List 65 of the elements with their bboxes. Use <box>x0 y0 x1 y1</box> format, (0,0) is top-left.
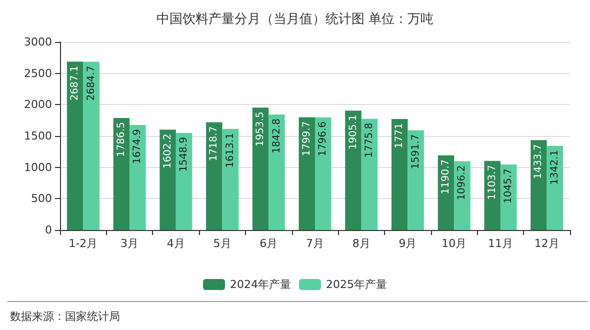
data-label: 1548.9 <box>178 136 190 172</box>
chart-title: 中国饮料产量分月（当月值）统计图 单位：万吨 <box>156 12 434 27</box>
bar <box>408 130 424 230</box>
data-label: 1190.7 <box>440 159 452 194</box>
x-tick-label: 1-2月 <box>68 237 98 250</box>
x-tick-label: 3月 <box>120 237 139 250</box>
x-tick-label: 9月 <box>398 237 417 250</box>
data-label: 1842.8 <box>271 118 282 154</box>
bar <box>530 140 547 230</box>
legend-label: 2025年产量 <box>326 278 387 291</box>
bar <box>298 117 315 230</box>
bar <box>206 122 222 230</box>
data-label: 1591.7 <box>410 134 422 170</box>
x-tick-label: 12月 <box>534 237 560 250</box>
bar <box>361 118 378 230</box>
y-tick-label: 2500 <box>24 66 52 80</box>
x-tick-label: 7月 <box>306 237 324 250</box>
data-label: 1775.8 <box>364 122 375 158</box>
data-label: 1905.1 <box>348 114 359 150</box>
bar <box>268 114 285 230</box>
y-tick-label: 1500 <box>24 130 52 142</box>
bar <box>113 118 130 230</box>
data-label: 1718.7 <box>208 126 220 162</box>
bar <box>454 161 470 230</box>
data-label: 1799.7 <box>301 121 312 156</box>
y-tick-label: 3000 <box>24 36 52 48</box>
bar <box>160 130 176 230</box>
source-note: 数据来源：国家统计局 <box>10 310 120 323</box>
bar <box>252 108 269 230</box>
data-label: 1674.9 <box>132 129 144 164</box>
bar <box>66 62 84 230</box>
data-label: 1771 <box>394 123 406 148</box>
bar <box>222 128 238 230</box>
x-tick-label: 4月 <box>166 237 185 250</box>
data-label: 1602.2 <box>162 134 174 169</box>
x-tick-label: 5月 <box>213 237 232 250</box>
y-tick-label: 1000 <box>24 160 52 174</box>
y-tick-label: 2000 <box>24 98 52 112</box>
x-tick-label: 11月 <box>488 237 513 250</box>
y-tick-label: 0 <box>45 224 52 236</box>
data-label: 1342.1 <box>549 150 560 185</box>
x-tick-label: 8月 <box>352 237 370 250</box>
data-label: 1045.7 <box>503 168 514 204</box>
bar <box>345 110 362 230</box>
bar <box>315 117 332 230</box>
bar <box>176 132 192 230</box>
data-label: 1433.7 <box>533 144 544 180</box>
x-tick-label: 10月 <box>442 237 467 250</box>
bar <box>130 125 146 230</box>
legend-label: 2024年产量 <box>230 278 292 291</box>
bar <box>83 62 100 230</box>
data-label: 1096.2 <box>456 165 468 200</box>
data-label: 2687.1 <box>70 66 81 101</box>
bar <box>392 119 408 230</box>
data-label: 1796.6 <box>318 121 329 156</box>
y-tick-label: 500 <box>31 192 52 206</box>
bar <box>546 146 564 230</box>
x-tick-label: 6月 <box>260 237 278 250</box>
data-label: 2684.7 <box>86 66 97 101</box>
data-label: 1103.7 <box>486 164 498 200</box>
bar <box>484 160 500 230</box>
data-label: 1786.5 <box>116 122 127 158</box>
data-label: 1953.5 <box>255 112 266 147</box>
data-label: 1613.1 <box>224 132 236 168</box>
bar <box>438 155 454 230</box>
